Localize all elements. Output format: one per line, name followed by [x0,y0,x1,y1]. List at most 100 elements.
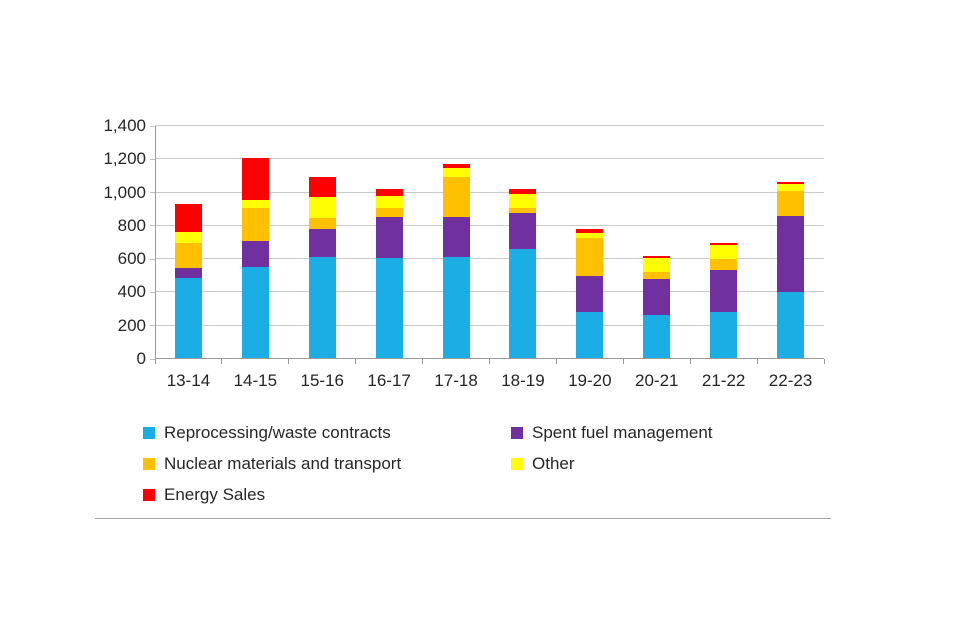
bar-segment-13-14 [174,204,202,232]
bar-segment-14-15 [241,207,269,241]
bar-segment-19-20 [576,238,604,276]
legend-item: Spent fuel management [511,423,713,443]
bar-segment-13-14 [174,242,202,269]
bar-segment-14-15 [241,157,269,201]
y-axis-tick [150,225,155,227]
gridline [155,224,824,226]
y-tick-label: 1,200 [103,149,146,169]
bar-segment-18-19 [509,207,537,214]
y-tick-label: 200 [117,315,146,335]
bar-segment-21-22 [710,242,738,245]
legend-item: Other [511,454,575,474]
bar-segment-15-16 [308,176,336,197]
x-tick-label: 16-17 [367,371,411,390]
bar-segment-17-18 [442,257,470,359]
legend-label: Nuclear materials and transport [164,454,402,473]
bar-segment-18-19 [509,189,537,195]
legend-label: Reprocessing/waste contracts [164,423,391,442]
bar-segment-18-19 [509,213,537,250]
y-tick-label: 1,000 [103,182,146,202]
x-axis-tick [221,359,223,364]
x-tick-label: 20-21 [635,371,679,390]
gridline [155,191,824,193]
bar-segment-17-18 [442,167,470,177]
bar-segment-21-22 [710,311,738,359]
bar-segment-13-14 [174,231,202,243]
bar-segment-16-17 [375,258,403,359]
y-axis-tick [150,192,155,194]
y-axis-tick [150,258,155,260]
y-tick-label: 400 [117,282,146,302]
bar-segment-15-16 [308,218,336,230]
gridline [155,258,824,260]
x-tick-label: 15-16 [300,371,344,390]
bar-segment-16-17 [375,208,403,217]
bar-segment-21-22 [710,245,738,260]
gridline [155,125,824,126]
bar-segment-18-19 [509,194,537,208]
bar-segment-14-15 [241,267,269,359]
y-axis-tick [150,325,155,327]
bar-segment-15-16 [308,196,336,219]
bar-segment-19-20 [576,312,604,359]
x-tick-label: 14-15 [233,371,278,390]
gridline [155,158,824,160]
x-tick-label: 19-20 [568,371,612,390]
y-axis-tick [150,158,155,160]
bar-segment-16-17 [375,195,403,209]
bar-segment-20-21 [643,258,671,272]
bar-segment-22-23 [777,184,805,191]
bar-segment-19-20 [576,229,604,234]
gridline [155,324,824,326]
x-axis-tick [355,359,357,364]
bar-segment-21-22 [710,269,738,312]
legend-swatch [143,489,155,501]
legend-item: Nuclear materials and transport [143,454,401,474]
x-axis-tick [422,359,424,364]
legend-item: Reprocessing/waste contracts [143,423,391,443]
bar-segment-22-23 [777,292,805,359]
legend-swatch [143,427,155,439]
x-axis-tick [288,359,290,364]
x-tick-label: 17-18 [434,371,478,390]
bar-segment-20-21 [643,279,671,315]
x-tick-label: 22-23 [768,371,813,390]
legend-label: Energy Sales [164,485,266,504]
y-tick-label: 800 [117,215,146,235]
gridline [155,291,824,293]
x-tick-label: 21-22 [701,371,746,390]
x-axis-tick [823,359,825,364]
bar-segment-22-23 [777,181,805,185]
legend-label: Other [532,454,575,473]
bar-segment-16-17 [375,189,403,196]
legend-item: Energy Sales [143,485,265,505]
bar-segment-14-15 [241,200,269,208]
bar-segment-17-18 [442,216,470,258]
bar-segment-19-20 [576,233,604,239]
bar-segment-16-17 [375,216,403,259]
bar-segment-17-18 [442,164,470,168]
bottom-divider [95,518,831,519]
y-axis-tick [150,291,155,293]
plot-area: 0 200 400 600 800 1,000 1,200 1,400 13-14 14-15 15… [103,117,825,390]
y-axis-line [155,126,156,364]
bar-segment-22-23 [777,190,805,216]
x-tick-label: 18-19 [501,371,545,390]
y-tick-label: 600 [117,249,146,269]
y-axis-tick [150,125,155,127]
legend-label: Spent fuel management [532,423,713,442]
legend-swatch [143,458,155,470]
bar-segment-21-22 [710,259,738,270]
x-tick-label: 13-14 [166,371,211,390]
bar-segment-13-14 [174,268,202,279]
x-axis-tick [756,359,758,364]
bar-segment-20-21 [643,271,671,280]
bar-segment-22-23 [777,215,805,293]
bar-segment-15-16 [308,257,336,359]
bar-segment-15-16 [308,229,336,258]
y-axis-tick [150,358,155,360]
bar-segment-20-21 [643,255,671,259]
x-axis-line [155,358,824,359]
bar-segment-17-18 [442,176,470,217]
